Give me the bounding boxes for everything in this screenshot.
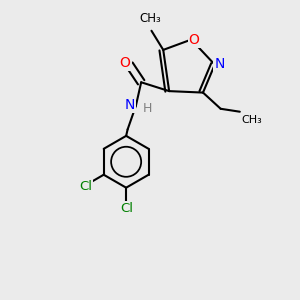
Text: Cl: Cl: [121, 202, 134, 215]
Text: O: O: [119, 56, 130, 70]
Text: O: O: [189, 33, 200, 46]
Text: H: H: [142, 102, 152, 115]
Text: CH₃: CH₃: [241, 115, 262, 125]
Text: N: N: [124, 98, 135, 112]
Text: CH₃: CH₃: [139, 12, 161, 26]
Text: N: N: [214, 57, 225, 71]
Text: Cl: Cl: [79, 180, 92, 193]
